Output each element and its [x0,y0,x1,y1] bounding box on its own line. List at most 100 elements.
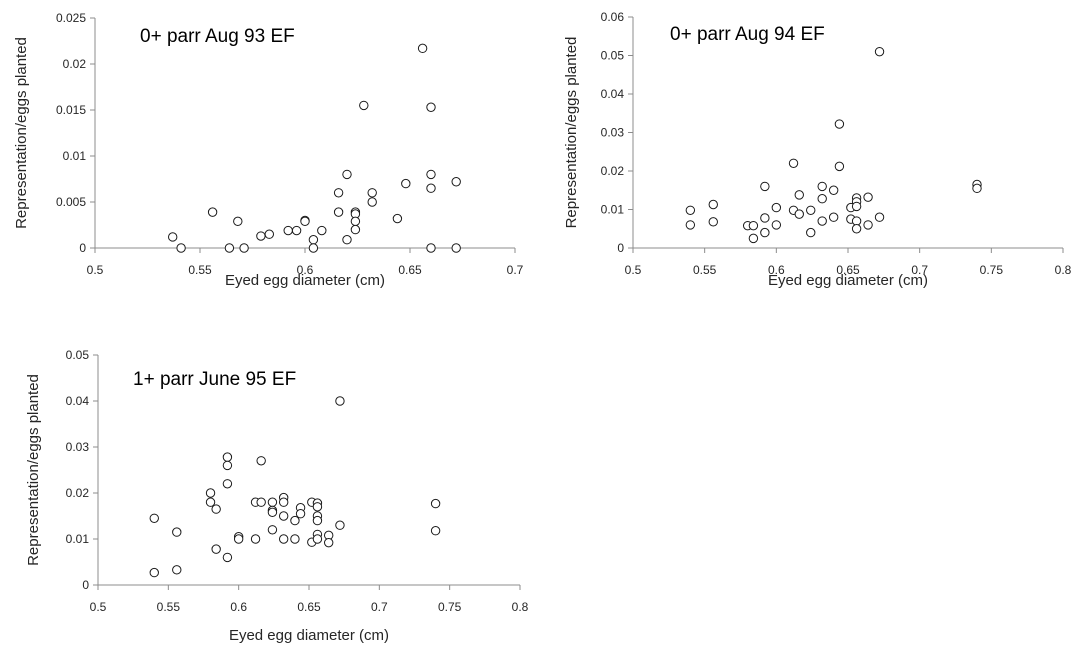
y-tick-label: 0.05 [66,348,90,362]
data-point [222,460,233,471]
data-point [451,177,461,187]
data-point [392,213,403,224]
x-tick-label: 0.75 [980,263,1004,277]
data-point [342,169,352,180]
x-tick-label: 0.5 [87,263,104,277]
data-point [267,497,278,507]
data-point [708,217,718,227]
data-point [335,396,345,406]
data-point [222,552,233,563]
chart-panel-3: 0 0.01 0.02 0.03 0.04 0.05 0.5 0.55 0.6 0.65 0.7 0.… [25,348,529,644]
x-tick-label: 0.8 [1055,263,1072,277]
data-point [312,502,323,512]
data-point [233,534,244,544]
data-point [149,567,159,578]
x-tick-label: 0.65 [398,263,422,277]
data-point [794,209,804,219]
x-tick-label: 0.6 [230,600,247,614]
y-tick-label: 0.01 [66,532,90,546]
data-point [817,216,827,226]
data-point [817,194,827,204]
data-point [760,227,770,238]
x-tick-label: 0.7 [911,263,928,277]
data-point [323,537,334,548]
data-point [788,158,799,169]
chart-panel-2: 0 0.01 0.02 0.03 0.04 0.05 0.06 0.5 0.55 0.6 0.65 0… [563,10,1072,289]
data-point [168,232,178,242]
y-tick-label: 0.005 [56,195,86,209]
y-tick-label: 0 [79,241,86,255]
data-point [211,544,221,554]
data-point [278,534,289,544]
data-point [417,43,428,54]
y-tick-label: 0.015 [56,103,86,117]
data-point [233,216,243,227]
x-axis-title: Eyed egg diameter (cm) [229,627,389,644]
data-point [430,526,441,536]
y-tick-label: 0.03 [601,126,625,140]
x-tick-label: 0.8 [512,600,529,614]
data-point [172,565,182,575]
data-point [794,190,804,200]
x-axis-title: Eyed egg diameter (cm) [768,272,928,289]
data-point [222,452,233,462]
data-point [708,199,718,210]
data-point [851,201,862,212]
data-point [342,235,352,245]
data-point [350,216,361,227]
data-point [817,181,827,192]
data-point [149,513,159,523]
y-tick-label: 0.02 [66,486,90,500]
data-point [685,205,696,215]
data-point [430,498,441,509]
x-tick-label: 0.5 [625,263,642,277]
data-point [256,231,266,241]
data-point [851,216,862,226]
data-point [359,100,369,111]
data-point [295,509,306,519]
data-point [426,102,436,112]
y-tick-label: 0.05 [601,49,625,63]
x-tick-label: 0.65 [836,263,860,277]
data-point [290,515,300,526]
y-tick-label: 0.04 [66,394,90,408]
data-point [451,243,461,253]
data-point [760,181,770,192]
y-tick-label: 0.02 [63,57,87,71]
data-point [806,205,816,215]
data-point [290,534,300,544]
data-point [874,212,885,222]
data-point [172,527,182,537]
data-point [685,220,696,230]
data-point [367,188,377,198]
data-point [283,225,293,236]
x-tick-label: 0.65 [297,600,321,614]
data-point [874,46,885,57]
data-point [806,227,816,238]
data-point [863,220,873,230]
data-point [211,504,221,514]
y-tick-label: 0.02 [601,164,625,178]
x-tick-label: 0.5 [90,600,107,614]
y-tick-label: 0 [82,578,89,592]
data-point [224,243,235,253]
data-point [205,488,216,498]
y-tick-label: 0.06 [601,10,625,24]
y-tick-label: 0 [617,241,624,255]
y-axis-title: Representation/eggs planted [25,374,42,566]
chart-title: 0+ parr Aug 94 EF [670,24,825,45]
data-point [291,225,302,236]
y-axis-title: Representation/eggs planted [13,37,30,229]
data-point [748,220,759,231]
chart-title: 1+ parr June 95 EF [133,369,296,390]
y-tick-label: 0.01 [601,203,625,217]
data-point [401,178,411,189]
data-point [205,497,216,507]
data-point [267,507,278,518]
data-point [222,479,233,489]
data-point [350,224,361,235]
data-point [300,216,310,227]
y-tick-label: 0.01 [63,149,87,163]
data-point [426,169,436,180]
